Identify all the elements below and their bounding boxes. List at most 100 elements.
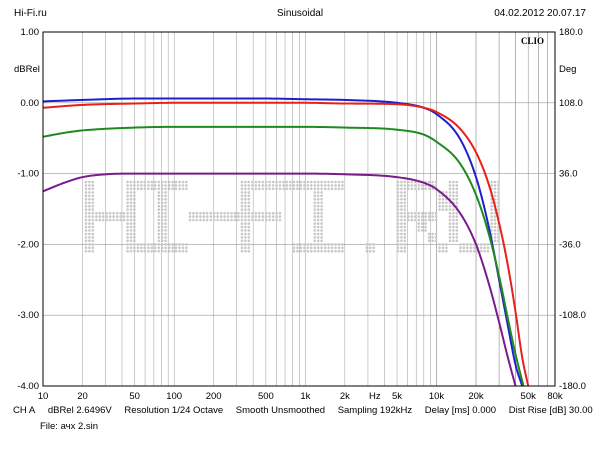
watermark-dot [185, 249, 188, 253]
watermark-dot [88, 187, 91, 191]
watermark-dot [157, 194, 161, 198]
watermark-dot [455, 184, 459, 187]
watermark-dot [337, 184, 341, 187]
watermark-dot [160, 184, 164, 187]
x-tick-label: 100 [166, 391, 182, 402]
watermark-dot [420, 187, 424, 191]
watermark-dot [327, 184, 330, 187]
watermark-dot [88, 215, 91, 218]
watermark-dot [88, 208, 91, 211]
watermark-dot [188, 211, 192, 215]
watermark-dot [278, 184, 282, 187]
watermark-dot [160, 229, 164, 232]
watermark-dot [164, 222, 167, 225]
watermark-dot [448, 225, 452, 229]
watermark-dot [247, 239, 251, 243]
watermark-dot [216, 218, 219, 222]
watermark-dot [479, 246, 483, 250]
watermark-dot [403, 222, 407, 225]
watermark-dot [133, 215, 136, 218]
watermark-dot [119, 218, 122, 222]
watermark-dot [160, 201, 164, 205]
watermark-dot [441, 201, 445, 205]
watermark-dot [303, 187, 306, 191]
watermark-dot [334, 180, 337, 184]
watermark-dot [309, 246, 313, 250]
watermark-dot [309, 184, 313, 187]
watermark-dot [240, 184, 244, 187]
watermark-dot [334, 184, 337, 187]
watermark-dot [251, 180, 254, 184]
watermark-dot [323, 249, 327, 253]
watermark-dot [372, 243, 375, 246]
watermark-dot [400, 191, 403, 194]
watermark-dot [407, 184, 410, 187]
watermark-dot [147, 180, 150, 184]
watermark-dot [275, 180, 278, 184]
watermark-dot [140, 180, 143, 184]
watermark-dot [108, 215, 112, 218]
watermark-dot [240, 201, 244, 205]
watermark-dot [160, 208, 164, 211]
watermark-dot [219, 218, 223, 222]
watermark-dot [330, 243, 334, 246]
watermark-dot [223, 218, 226, 222]
watermark-dot [240, 236, 244, 239]
watermark-dot [91, 215, 95, 218]
watermark-dot [275, 215, 278, 218]
watermark-dot [497, 229, 500, 232]
watermark-dot [400, 204, 403, 208]
watermark-dot [133, 191, 136, 194]
watermark-dot [400, 187, 403, 191]
watermark-dot [417, 222, 421, 225]
y-tick-label: -1.00 [17, 169, 39, 180]
watermark-dot [420, 229, 424, 232]
watermark-dot [313, 222, 317, 225]
watermark-dot [133, 246, 136, 250]
watermark-dot [91, 246, 95, 250]
y-axis-right: 180.0 108.0 36.0 -36.0 -108.0 -180.0 [559, 27, 586, 392]
y-axis-left: 1.00 0.00 -1.00 -2.00 -3.00 -4.00 [17, 27, 39, 392]
watermark-dot [323, 187, 327, 191]
watermark-dot [153, 184, 157, 187]
watermark-dot [497, 187, 500, 191]
watermark-dot [88, 249, 91, 253]
watermark-dot [133, 208, 136, 211]
watermark-dot [316, 249, 320, 253]
watermark-dot [493, 187, 497, 191]
watermark-dot [164, 208, 167, 211]
watermark-dot [167, 243, 171, 246]
watermark-dot [133, 204, 136, 208]
watermark-dot [143, 249, 147, 253]
watermark-dot [327, 180, 330, 184]
watermark-dot [247, 201, 251, 205]
watermark-dot [455, 222, 459, 225]
header-signal-type: Sinusoidal [276, 8, 324, 19]
watermark-dot [119, 215, 122, 218]
watermark-dot [341, 184, 344, 187]
watermark-dot [403, 201, 407, 205]
watermark-dot [330, 180, 334, 184]
watermark-dot [240, 197, 244, 201]
watermark-dot [441, 197, 445, 201]
watermark-dot [129, 232, 133, 236]
watermark-dot [126, 180, 129, 184]
watermark-dot [153, 243, 157, 246]
watermark-dot [150, 180, 154, 184]
watermark-dot [424, 215, 427, 218]
watermark-dot [320, 180, 323, 184]
watermark-dot [91, 184, 95, 187]
y-right-tick-label: -36.0 [559, 239, 581, 250]
watermark-dot [431, 180, 434, 184]
watermark-dot [403, 211, 407, 215]
watermark-dot [223, 211, 226, 215]
watermark-dot [88, 180, 91, 184]
watermark-dot [247, 194, 251, 198]
watermark-dot [126, 191, 129, 194]
watermark-dot [244, 204, 247, 208]
watermark-dot [455, 229, 459, 232]
watermark-dot [396, 239, 400, 243]
watermark-dot [91, 197, 95, 201]
watermark-dot [164, 184, 167, 187]
watermark-dot [126, 208, 129, 211]
